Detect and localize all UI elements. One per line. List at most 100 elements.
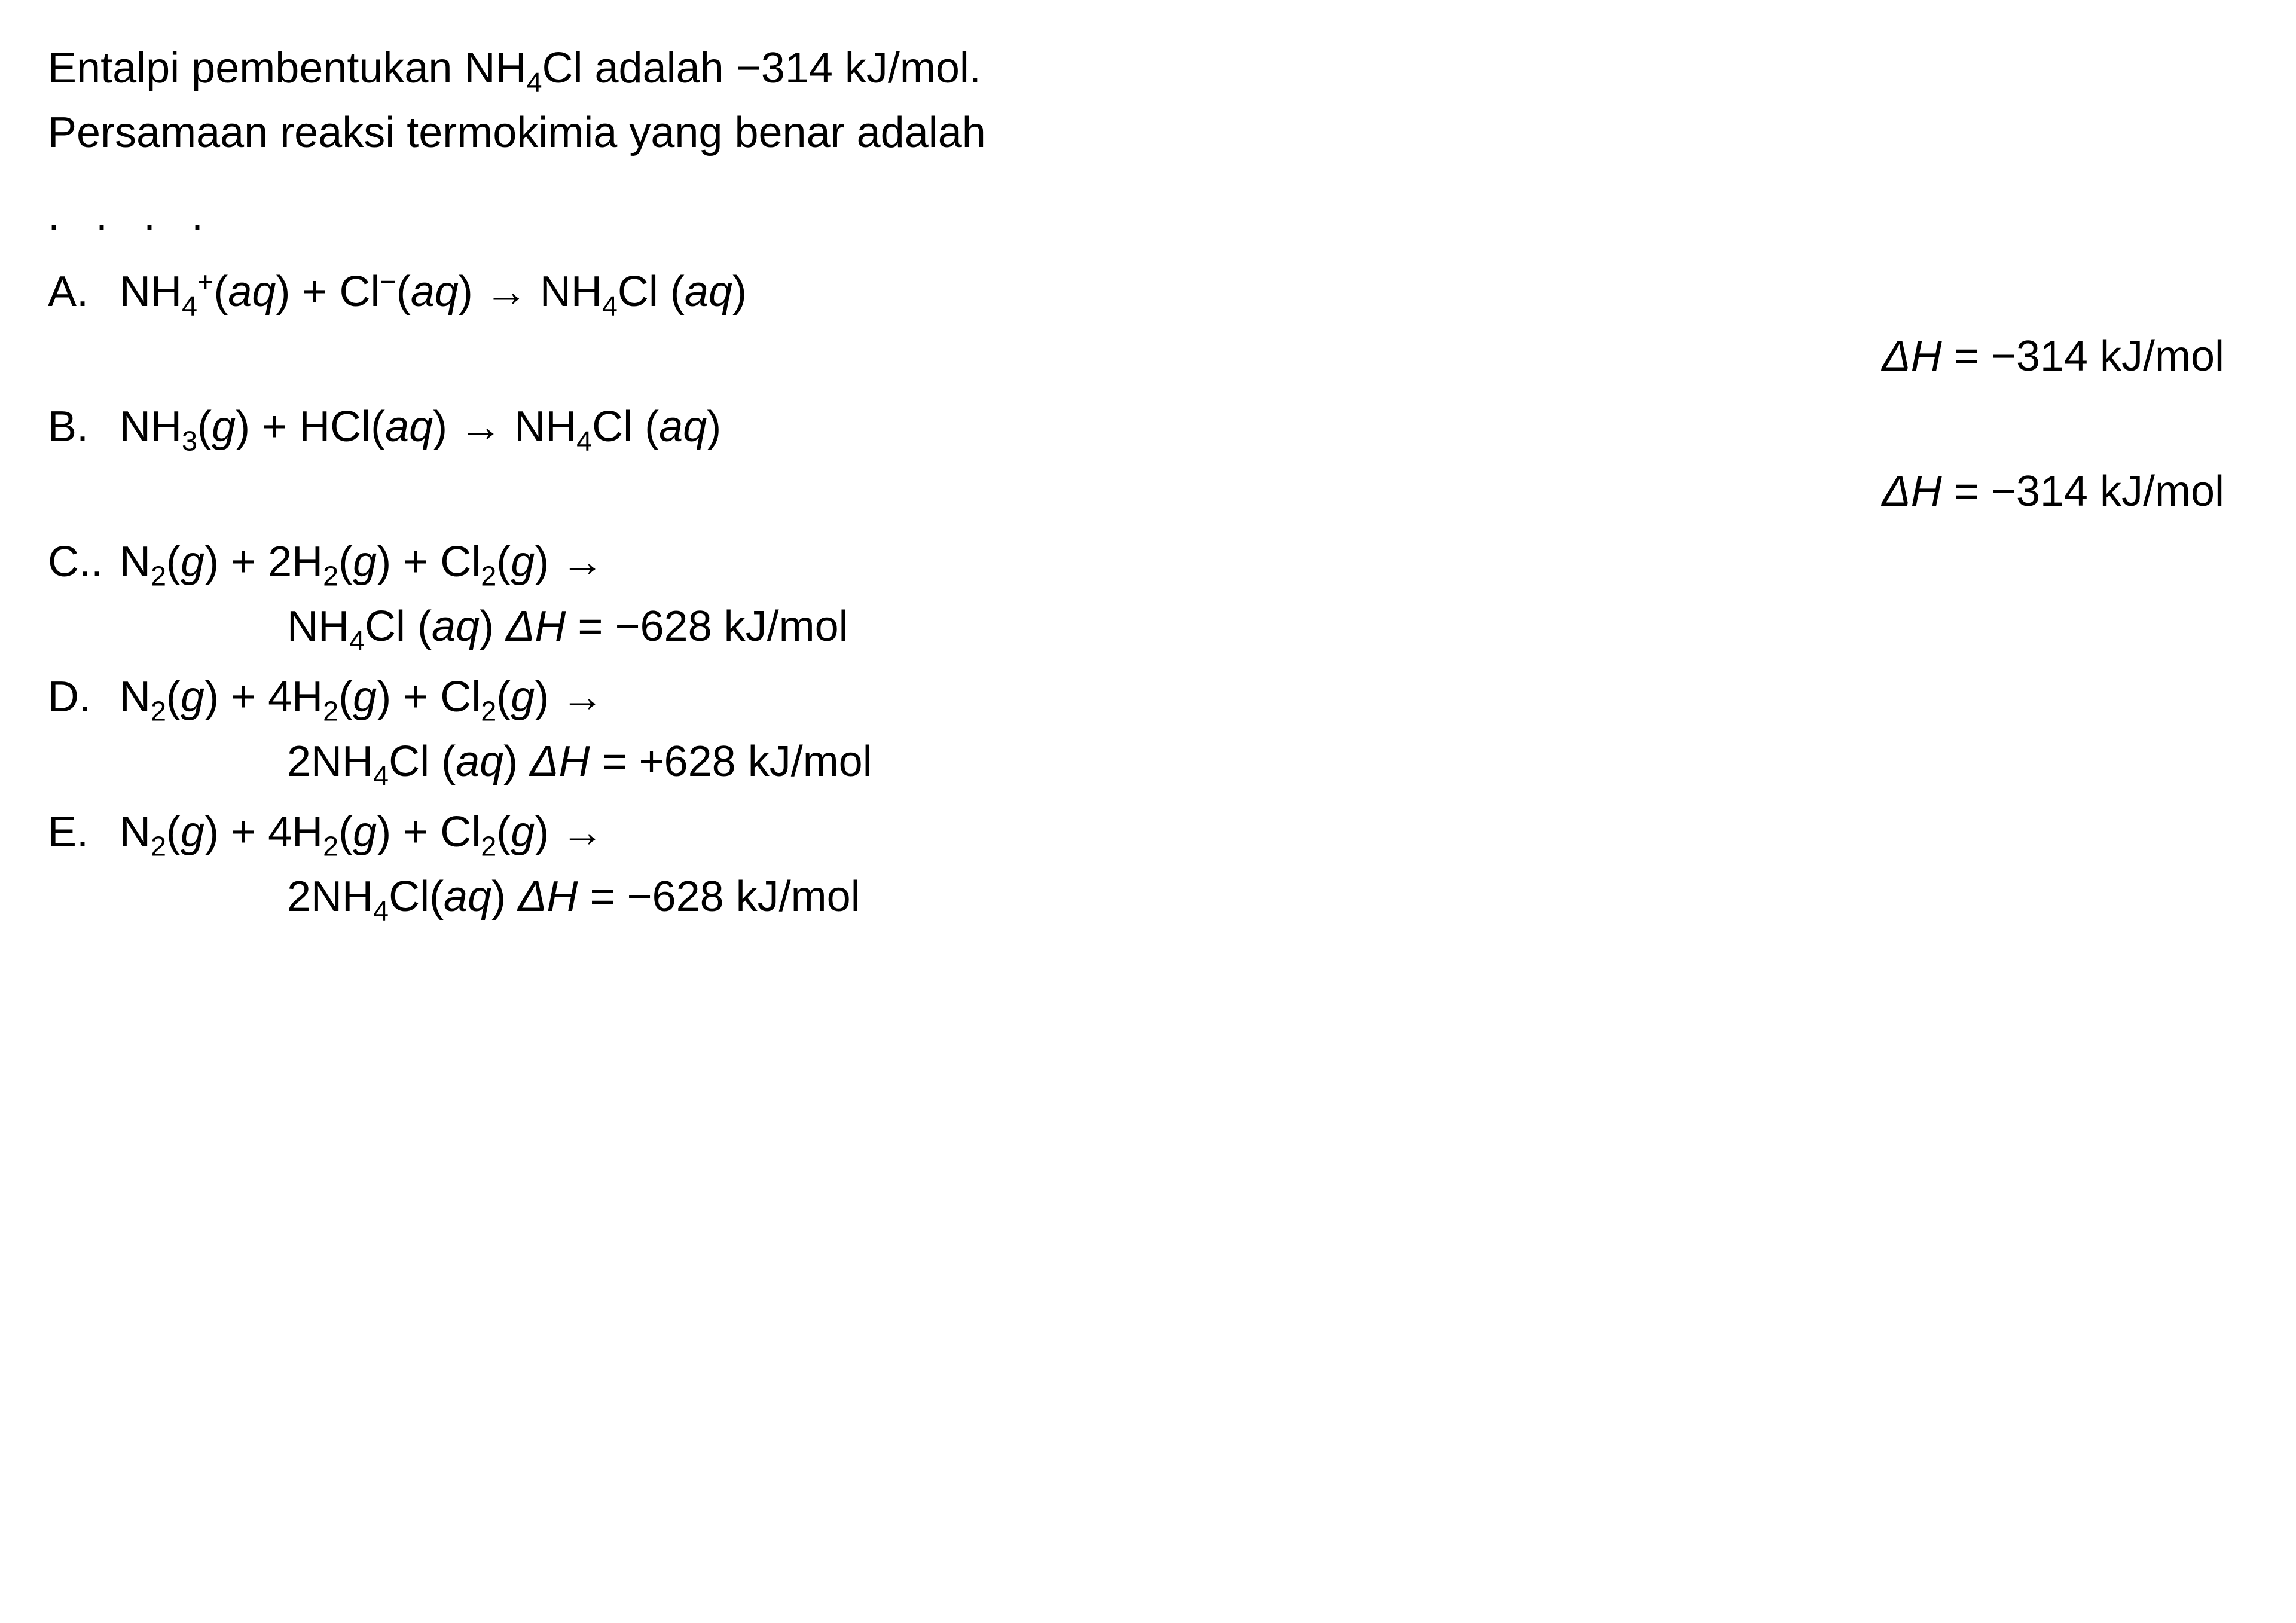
option-c-equation: N2(g) + 2H2(g) + Cl2(g) → [120,530,2248,594]
eq-text: ) → [535,538,604,586]
delta-h-value: = +628 kJ/mol [590,738,872,785]
eq-text: ( [396,268,411,316]
eq-text: ( [213,268,228,316]
eq-state: g [511,808,535,856]
option-c-letter: C.. [48,530,120,594]
option-e-product: 2NH4Cl(aq) ΔH = −628 kJ/mol [120,864,2248,929]
eq-sub: 2 [323,560,338,591]
eq-sub: 4 [602,290,618,321]
eq-text: ( [166,673,181,721]
eq-sub: 4 [373,895,389,926]
option-b: B. NH3(g) + HCl(aq) → NH4Cl (aq) ΔH = −3… [48,395,2248,524]
eq-text: ( [338,808,353,856]
eq-sub: 2 [151,695,166,726]
eq-text: ( [496,538,511,586]
eq-text: ) [732,268,747,316]
eq-sub: 2 [481,560,496,591]
option-d-equation: N2(g) + 4H2(g) + Cl2(g) → [120,665,2248,729]
option-c-content: N2(g) + 2H2(g) + Cl2(g) → NH4Cl (aq) ΔH … [120,530,2248,659]
eq-text: ) → [535,808,604,856]
option-d-letter: D. [48,665,120,729]
eq-text: ) + Cl [377,808,481,856]
option-d-product: 2NH4Cl (aq) ΔH = +628 kJ/mol [120,729,2248,794]
delta-h-value: = −314 kJ/mol [1942,332,2224,380]
eq-text: ( [496,808,511,856]
eq-sub: 2 [151,560,166,591]
option-c: C.. N2(g) + 2H2(g) + Cl2(g) → NH4Cl (aq)… [48,530,2248,659]
eq-text: ) + Cl [377,538,481,586]
q-line1-p2: Cl adalah −314 kJ/mol. [542,44,981,92]
option-b-delta: ΔH = −314 kJ/mol [120,459,2248,524]
eq-text: N [120,808,151,856]
eq-sub: 4 [349,625,365,656]
eq-text: ) → [535,673,604,721]
option-d: D. N2(g) + 4H2(g) + Cl2(g) → 2NH4Cl (aq)… [48,665,2248,794]
eq-sub: 4 [576,425,592,456]
eq-state: aq [385,403,433,451]
delta-h-label: ΔH [518,873,578,921]
eq-text: ( [166,808,181,856]
eq-state: g [511,673,535,721]
eq-text: N [120,538,151,586]
option-c-product: NH4Cl (aq) ΔH = −628 kJ/mol [120,594,2248,659]
eq-text: 2NH [287,873,373,921]
q-line1-p1: Entalpi pembentukan NH [48,44,526,92]
eq-state: aq [456,738,503,785]
eq-text: ) [480,603,506,650]
q-line1-sub1: 4 [526,66,542,97]
eq-state: aq [411,268,459,316]
eq-state: aq [659,403,707,451]
question-text: Entalpi pembentukan NH4Cl adalah −314 kJ… [48,36,2248,165]
eq-state: aq [432,603,480,650]
eq-text: Cl ( [365,603,432,650]
option-b-letter: B. [48,395,120,459]
delta-h-value: = −628 kJ/mol [578,873,860,921]
option-b-content: NH3(g) + HCl(aq) → NH4Cl (aq) ΔH = −314 … [120,395,2248,524]
eq-text: ) [707,403,721,451]
option-a: A. NH4+(aq) + Cl−(aq) → NH4Cl (aq) ΔH = … [48,259,2248,389]
eq-text: 2NH [287,738,373,785]
eq-state: g [212,403,236,451]
eq-state: g [181,808,204,856]
eq-text: ) + 4H [204,808,323,856]
eq-state: g [511,538,535,586]
eq-text: ) + 2H [204,538,323,586]
eq-text: ) [503,738,530,785]
eq-sup: − [380,266,396,297]
delta-h-value: = −314 kJ/mol [1942,467,2224,515]
eq-text: ) → NH [433,403,576,451]
eq-state: g [181,673,204,721]
eq-text: NH [120,403,182,451]
option-a-delta: ΔH = −314 kJ/mol [120,324,2248,389]
q-line2: Persamaan reaksi termokimia yang benar a… [48,109,986,157]
option-d-content: N2(g) + 4H2(g) + Cl2(g) → 2NH4Cl (aq) ΔH… [120,665,2248,794]
eq-text: NH [120,268,182,316]
eq-text: ) → NH [459,268,602,316]
option-e-letter: E. [48,800,120,864]
option-e: E. N2(g) + 4H2(g) + Cl2(g) → 2NH4Cl(aq) … [48,800,2248,929]
eq-text: ) + Cl [377,673,481,721]
eq-sub: 2 [151,830,166,861]
eq-sup: + [197,266,213,297]
option-b-equation: NH3(g) + HCl(aq) → NH4Cl (aq) [120,395,2248,459]
eq-text: NH [287,603,349,650]
delta-h-label: ΔH [530,738,590,785]
eq-sub: 2 [323,830,338,861]
eq-state: aq [228,268,276,316]
eq-sub: 4 [373,760,389,791]
eq-text: ) + Cl [276,268,380,316]
eq-sub: 3 [182,425,197,456]
eq-text: N [120,673,151,721]
eq-text: ( [496,673,511,721]
eq-state: g [353,538,377,586]
eq-text: Cl ( [389,738,456,785]
eq-sub: 2 [323,695,338,726]
option-e-equation: N2(g) + 4H2(g) + Cl2(g) → [120,800,2248,864]
eq-text: ( [338,673,353,721]
option-a-letter: A. [48,259,120,324]
eq-text: ( [197,403,212,451]
delta-h-label: ΔH [506,603,566,650]
eq-sub: 2 [481,830,496,861]
eq-text: ) + 4H [204,673,323,721]
eq-text: ) + HCl( [236,403,385,451]
